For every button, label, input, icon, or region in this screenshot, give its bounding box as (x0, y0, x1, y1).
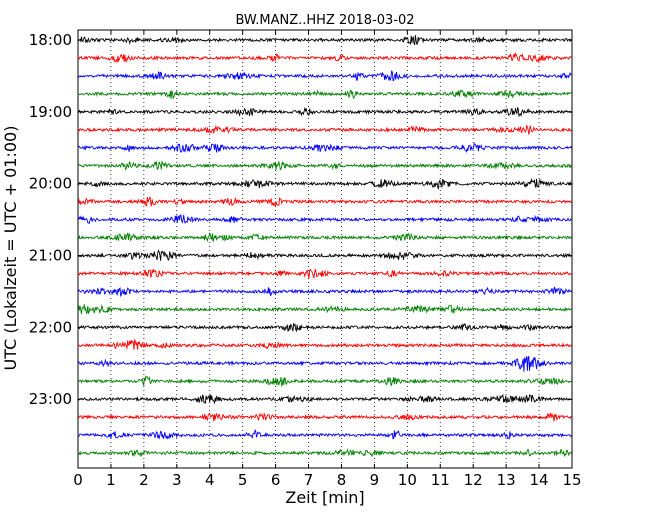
trace-line-2230 (77, 355, 572, 372)
y-tick-label: 20:00 (29, 175, 72, 193)
trace-group (77, 35, 572, 458)
x-tick-label: 14 (530, 471, 549, 489)
trace-line-2200 (77, 322, 572, 333)
y-tick-label: 18:00 (29, 31, 72, 49)
trace-line-2330 (77, 428, 572, 440)
x-tick-label: 5 (238, 471, 248, 489)
grid-lines (110, 30, 540, 468)
trace-line-2045 (77, 232, 572, 243)
trace-line-2100 (77, 249, 572, 262)
x-tick-label: 12 (464, 471, 483, 489)
trace-line-1815 (77, 52, 572, 63)
trace-line-2000 (77, 177, 572, 190)
x-axis-label: Zeit [min] (285, 488, 364, 507)
trace-line-2345 (77, 448, 572, 458)
x-axis-ticks: 0 1 2 3 4 5 6 7 8 9 10 11 12 13 14 15 (73, 30, 582, 489)
trace-line-2030 (77, 214, 572, 225)
plot-frame (77, 29, 573, 469)
y-tick-label: 22:00 (29, 318, 72, 336)
trace-line-1845 (77, 89, 572, 100)
x-tick-label: 7 (304, 471, 314, 489)
x-tick-label: 4 (205, 471, 215, 489)
trace-line-1800 (77, 35, 572, 46)
trace-line-1930 (77, 142, 572, 154)
y-axis-label: UTC (Lokalzeit = UTC + 01:00) (1, 126, 20, 371)
y-tick-label: 23:00 (29, 390, 72, 408)
trace-line-2115 (77, 268, 572, 279)
x-tick-label: 2 (139, 471, 149, 489)
trace-line-2245 (77, 375, 572, 388)
trace-line-2130 (77, 286, 572, 298)
x-tick-label: 3 (172, 471, 182, 489)
x-tick-label: 11 (431, 471, 450, 489)
y-tick-label: 19:00 (29, 103, 72, 121)
x-tick-label: 15 (562, 471, 581, 489)
trace-line-2315 (77, 412, 572, 422)
y-axis-ticks: 18:00 19:00 20:00 21:00 22:00 23:00 (29, 31, 572, 408)
x-tick-label: 1 (106, 471, 116, 489)
x-tick-label: 10 (398, 471, 417, 489)
chart-title: BW.MANZ..HHZ 2018-03-02 (235, 13, 414, 28)
trace-line-1945 (77, 160, 572, 171)
trace-line-1915 (77, 124, 572, 135)
y-tick-label: 21:00 (29, 246, 72, 264)
trace-line-1900 (77, 106, 572, 118)
x-tick-label: 8 (337, 471, 347, 489)
x-tick-label: 13 (497, 471, 516, 489)
trace-line-2300 (77, 393, 572, 405)
trace-line-2145 (77, 304, 572, 315)
trace-line-1830 (77, 70, 572, 81)
trace-line-2015 (77, 196, 572, 207)
x-tick-label: 0 (73, 471, 83, 489)
trace-line-2215 (77, 338, 572, 350)
x-tick-label: 6 (271, 471, 281, 489)
x-tick-label: 9 (370, 471, 380, 489)
